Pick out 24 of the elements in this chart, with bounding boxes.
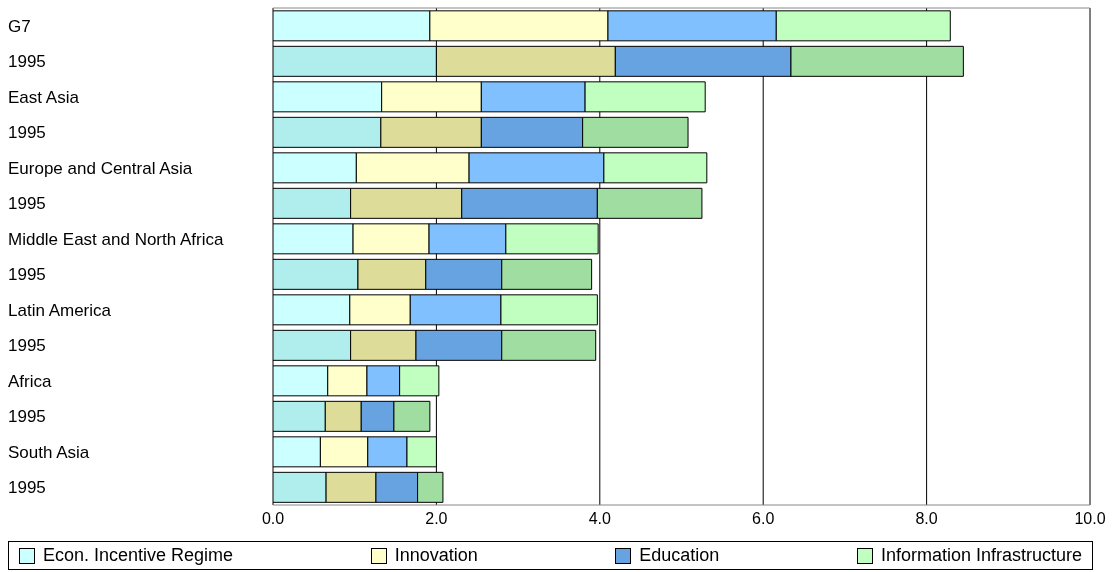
legend-label: Information Infrastructure	[879, 545, 1082, 566]
x-tick-label: 2.0	[425, 510, 448, 528]
x-tick-label: 0.0	[261, 510, 285, 528]
y-tick-label: 1995	[8, 407, 46, 427]
y-tick-label: South Asia	[8, 442, 90, 462]
legend-label: Innovation	[393, 545, 478, 566]
y-tick-label: 1995	[8, 336, 46, 356]
y-tick-label: 1995	[8, 123, 46, 143]
y-tick-label: 1995	[8, 194, 46, 214]
y-tick-label: Europe and Central Asia	[8, 158, 193, 178]
x-tick-label: 8.0	[915, 510, 938, 528]
legend-label: Education	[638, 545, 720, 566]
y-tick-label: Africa	[8, 371, 52, 391]
y-tick-label: 1995	[8, 265, 46, 285]
y-tick-label: Latin America	[8, 300, 112, 320]
y-tick-label: Middle East and North Africa	[8, 229, 224, 249]
y-tick-label: 1995	[8, 52, 46, 72]
x-tick-label: 6.0	[752, 510, 775, 528]
y-tick-label: G7	[8, 16, 31, 36]
x-tick-label: 4.0	[588, 510, 612, 528]
y-tick-label: East Asia	[8, 87, 80, 107]
legend-label: Econ. Incentive Regime	[42, 545, 234, 566]
x-tick-label: 10.0	[1074, 510, 1106, 528]
y-tick-label: 1995	[8, 478, 46, 498]
